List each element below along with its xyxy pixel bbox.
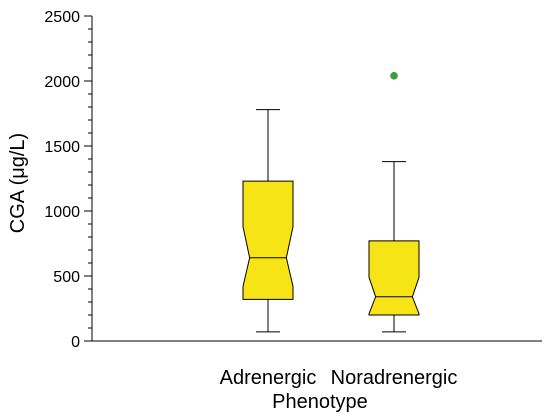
y-tick-label: 1000 <box>44 204 80 221</box>
y-tick-label: 2000 <box>44 74 80 91</box>
notched-box <box>242 180 294 300</box>
x-category-label: Noradrenergic <box>331 367 458 389</box>
y-tick-label: 1500 <box>44 139 80 156</box>
y-tick-label: 0 <box>71 334 80 351</box>
category-labels: Adrenergic Noradrenergic <box>220 367 458 389</box>
x-axis-title: Phenotype <box>272 391 368 413</box>
box-adrenergic <box>242 109 294 333</box>
y-axis: 0 500 1000 1500 2000 2500 <box>44 9 93 351</box>
outlier-point <box>390 72 398 80</box>
y-axis-title: CGA (μg/L) <box>7 133 29 233</box>
y-tick-label: 500 <box>53 269 80 286</box>
y-tick-label: 2500 <box>44 9 80 26</box>
boxes <box>242 72 420 333</box>
box-noradrenergic <box>368 72 420 333</box>
notched-box <box>368 240 420 316</box>
x-category-label: Adrenergic <box>220 367 317 389</box>
